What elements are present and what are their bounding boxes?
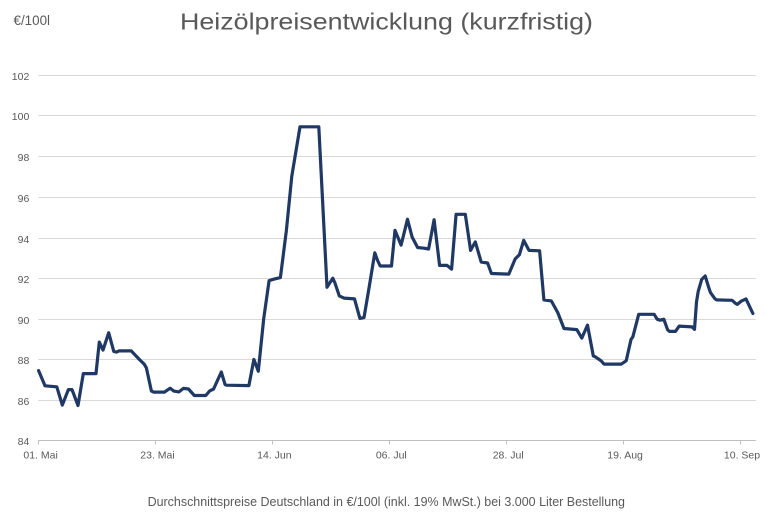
svg-text:90: 90 <box>18 315 30 327</box>
svg-text:84: 84 <box>18 436 30 448</box>
svg-text:96: 96 <box>18 193 30 205</box>
svg-text:88: 88 <box>18 355 30 367</box>
svg-text:98: 98 <box>18 152 30 164</box>
svg-text:14. Jun: 14. Jun <box>257 450 292 462</box>
svg-text:10. Sep: 10. Sep <box>724 450 760 462</box>
svg-text:€/100l: €/100l <box>14 13 51 28</box>
svg-text:94: 94 <box>18 234 30 246</box>
svg-text:19. Aug: 19. Aug <box>607 450 643 462</box>
svg-text:Durchschnittspreise Deutschlan: Durchschnittspreise Deutschland in €/100… <box>148 494 625 509</box>
svg-text:86: 86 <box>18 396 30 408</box>
svg-text:102: 102 <box>12 71 30 83</box>
svg-text:92: 92 <box>18 274 30 286</box>
svg-text:23. Mai: 23. Mai <box>140 450 174 462</box>
svg-text:Heizölpreisentwicklung (kurzfr: Heizölpreisentwicklung (kurzfristig) <box>180 9 593 35</box>
svg-text:06. Jul: 06. Jul <box>376 450 407 462</box>
svg-text:100: 100 <box>12 111 30 123</box>
svg-text:28. Jul: 28. Jul <box>493 450 524 462</box>
svg-text:01. Mai: 01. Mai <box>23 450 57 462</box>
